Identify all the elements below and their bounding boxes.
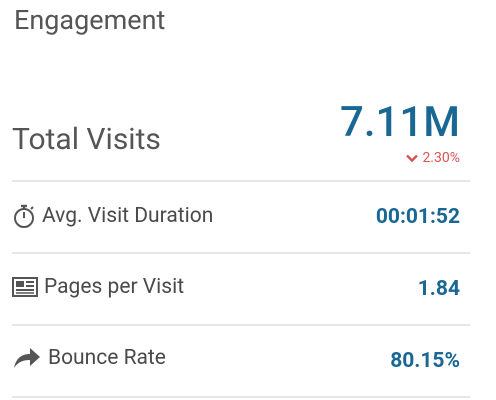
metric-label: Pages per Visit [44,275,185,299]
total-label: Total Visits [12,122,161,157]
metric-label: Bounce Rate [48,346,166,370]
divider [12,252,470,254]
total-value: 7.11M [339,98,460,147]
down-chevron [406,154,419,162]
change-text: 2.30% [422,150,460,166]
total-change: 2.30% [406,150,460,166]
metric-label: Avg. Visit Duration [42,204,214,228]
metric-label-row: Bounce Rate [12,346,166,370]
metric-label-row: Avg. Visit Duration [12,203,213,229]
divider [12,396,470,398]
divider [12,324,470,326]
metric-value: 00:01:52 [375,205,460,229]
metric-label-row: Pages per Visit [12,275,184,299]
divider [12,180,470,182]
metric-value: 80.15% [390,349,460,373]
metric-value: 1.84 [417,277,460,301]
widget-title: Engagement [14,4,166,36]
share-arrow-icon [14,348,40,368]
newspaper-icon [12,277,38,297]
stopwatch-icon [14,204,34,228]
